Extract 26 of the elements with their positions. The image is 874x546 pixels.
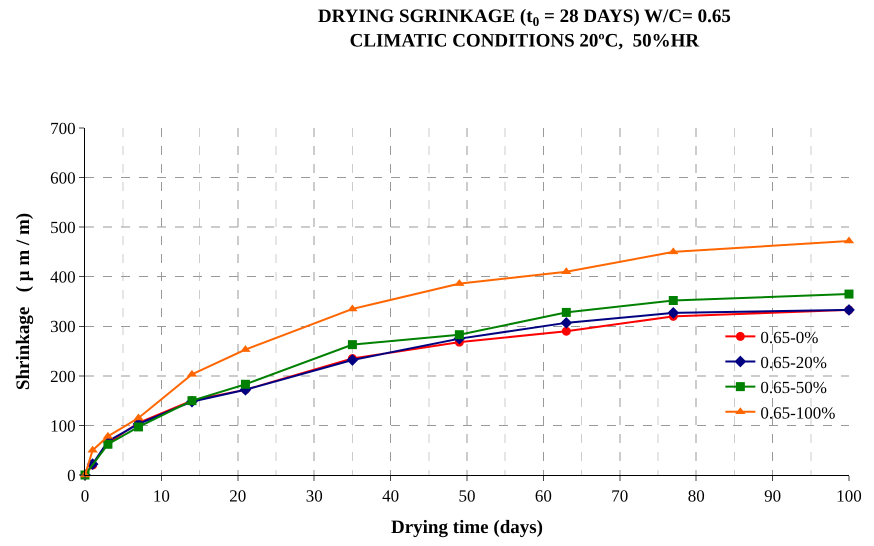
y-tick-label: 500 — [50, 218, 76, 238]
chart-title: DRYING SGRINKAGE (t$_{0}$ = 28 DAYS) W/C= 0.65 CLIMATIC CONDITIONS 20ºC, 50%HR — [318, 6, 731, 52]
y-tick-label: 100 — [50, 416, 76, 436]
x-tick-label: 100 — [836, 486, 862, 506]
x-tick-label: 10 — [152, 486, 170, 506]
x-tick-label: 70 — [611, 486, 628, 506]
legend-label: 0.65-50% — [760, 378, 827, 398]
x-tick-label: 30 — [306, 486, 323, 506]
y-tick-label: 400 — [50, 268, 76, 287]
x-tick-label: 20 — [229, 486, 246, 506]
legend-label: 0.65-100% — [760, 403, 836, 422]
y-tick-label: 200 — [50, 366, 76, 386]
x-tick-label: 90 — [764, 486, 782, 506]
x-tick-label: 80 — [688, 486, 705, 506]
x-axis-title: Drying time (days) — [391, 517, 543, 538]
y-tick-label: 600 — [50, 168, 76, 188]
y-tick-label: 300 — [50, 317, 76, 336]
x-tick-label: 60 — [534, 486, 552, 506]
x-tick-label: 40 — [382, 486, 400, 506]
x-tick-label: 50 — [458, 486, 476, 506]
legend-label: 0.65-0% — [760, 328, 818, 348]
legend-label: 0.65-20% — [760, 353, 827, 372]
y-tick-label: 0 — [67, 466, 76, 485]
y-tick-label: 700 — [50, 118, 76, 138]
y-axis-title: Shrinkage ( µ m / m) — [12, 212, 34, 390]
x-tick-label: 0 — [80, 486, 90, 506]
